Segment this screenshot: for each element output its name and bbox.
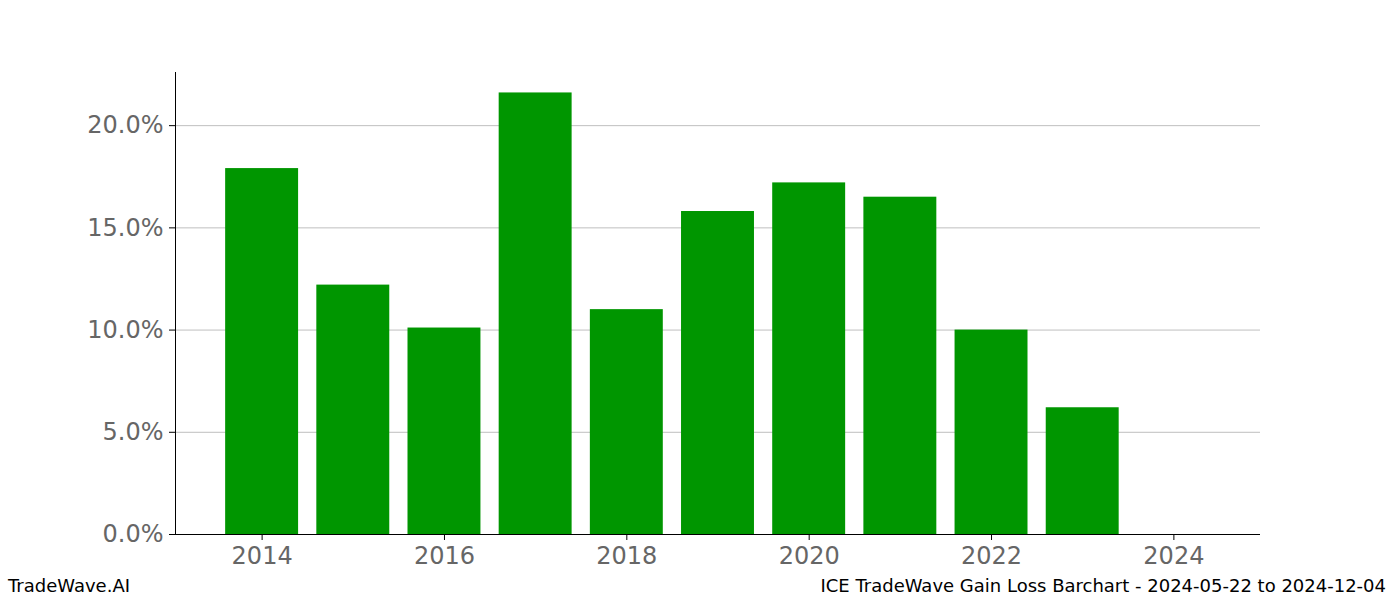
svg-text:2022: 2022 <box>961 542 1022 570</box>
svg-text:15.0%: 15.0% <box>87 214 163 242</box>
svg-text:2024: 2024 <box>1143 542 1204 570</box>
svg-text:2016: 2016 <box>414 542 475 570</box>
html-text:ICE TradeWave Gain Loss Barcha: ICE TradeWave Gain Loss Barchart - 2024-… <box>820 575 1386 596</box>
svg-text:10.0%: 10.0% <box>87 316 163 344</box>
svg-text:0.0%: 0.0% <box>103 520 164 548</box>
svg-text:20.0%: 20.0% <box>87 111 163 139</box>
svg-text:5.0%: 5.0% <box>103 418 164 446</box>
html-text:TradeWave.AI: TradeWave.AI <box>8 575 130 596</box>
svg-text:2020: 2020 <box>779 542 840 570</box>
svg-text:2014: 2014 <box>232 542 293 570</box>
svg-text:2018: 2018 <box>596 542 657 570</box>
